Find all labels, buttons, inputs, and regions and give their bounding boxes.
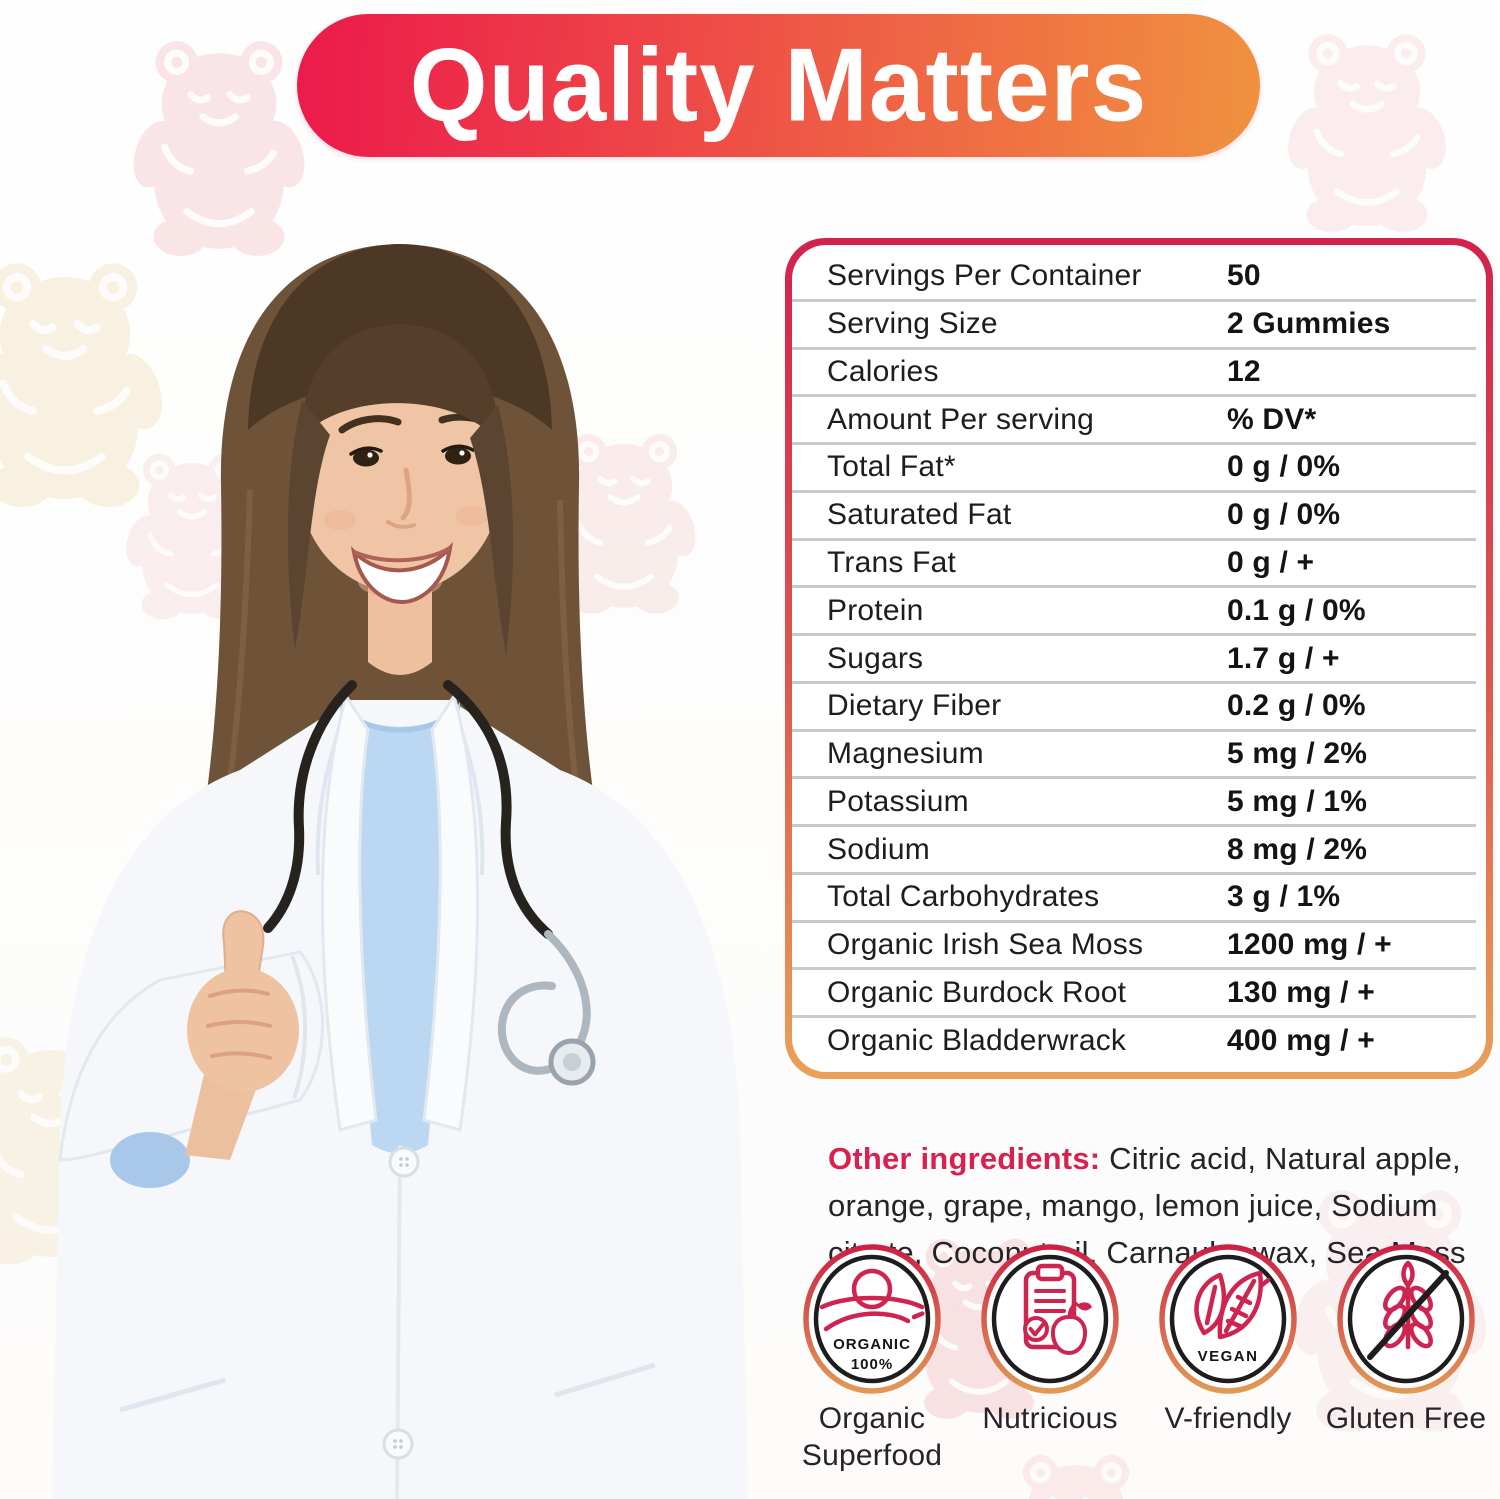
row-label: Amount Per serving: [827, 402, 1095, 436]
table-row: Trans Fat 0 g / +: [792, 541, 1476, 589]
row-value: 0.2 g / 0%: [1227, 689, 1366, 723]
table-row: Saturated Fat 0 g / 0%: [792, 493, 1476, 541]
other-ingredients-heading: Other ingredients:: [828, 1141, 1101, 1176]
row-label: Potassium: [827, 784, 969, 818]
row-label: Dietary Fiber: [827, 689, 1002, 723]
supplement-facts-rows: Servings Per Container 50 Serving Size 2 G…: [792, 245, 1486, 1072]
row-value: 0.1 g / 0%: [1227, 593, 1366, 627]
feature-badges: ORGANIC 100% Organic Superfood: [783, 1243, 1495, 1474]
row-value: 130 mg / +: [1227, 975, 1375, 1009]
table-row: Protein 0.1 g / 0%: [792, 588, 1476, 637]
gummy-bear-watermark: [1283, 22, 1451, 236]
row-value: 3 g / 1%: [1227, 880, 1341, 914]
table-row: Potassium 5 mg / 1%: [792, 779, 1476, 828]
row-value: 12: [1227, 354, 1261, 388]
clipboard-apple-icon: [981, 1244, 1119, 1394]
row-label: Saturated Fat: [827, 498, 1012, 532]
row-label: Sodium: [827, 832, 930, 866]
table-row: Magnesium 5 mg / 2%: [792, 732, 1476, 780]
table-row: Dietary Fiber 0.2 g / 0%: [792, 684, 1476, 732]
table-row: Organic Irish Sea Moss 1200 mg / +: [792, 923, 1476, 971]
row-value: 0 g / 0%: [1227, 450, 1341, 484]
row-value: 1200 mg / +: [1227, 928, 1392, 962]
gummy-bear-watermark: [128, 28, 310, 260]
organic-label-line2: 100%: [851, 1356, 893, 1373]
vegan-label: VEGAN: [1198, 1348, 1259, 1365]
row-value: 2 Gummies: [1227, 307, 1391, 341]
table-row: Serving Size 2 Gummies: [792, 302, 1476, 350]
table-row: Amount Per serving % DV*: [792, 397, 1476, 446]
row-value: 1.7 g / +: [1227, 641, 1340, 675]
row-value: 5 mg / 2%: [1227, 737, 1368, 771]
row-value: 0 g / 0%: [1227, 498, 1341, 532]
row-label: Total Fat*: [827, 450, 956, 484]
row-label: Trans Fat: [827, 545, 957, 579]
row-value: 0 g / +: [1227, 545, 1315, 579]
gluten-free-icon: [1337, 1244, 1475, 1394]
row-label: Organic Irish Sea Moss: [827, 928, 1144, 962]
doctor-photo: [52, 244, 748, 1499]
row-label: Serving Size: [827, 307, 998, 341]
table-row: Total Carbohydrates 3 g / 1%: [792, 875, 1476, 923]
badge-label: Nutricious: [982, 1402, 1118, 1435]
organic-label-line1: ORGANIC: [833, 1336, 911, 1353]
row-value: 50: [1227, 259, 1261, 293]
row-label: Organic Bladderwrack: [827, 1023, 1127, 1057]
organic-100-icon: ORGANIC 100%: [803, 1244, 941, 1394]
table-row: Sugars 1.7 g / +: [792, 636, 1476, 684]
row-value: % DV*: [1227, 402, 1317, 436]
row-label: Total Carbohydrates: [827, 880, 1100, 914]
row-label: Servings Per Container: [827, 259, 1142, 293]
page-title: Quality Matters: [409, 26, 1148, 144]
badge-gluten-free: Gluten Free: [1317, 1243, 1495, 1474]
coat-buttons: [382, 1146, 420, 1460]
row-label: Calories: [827, 354, 939, 388]
row-label: Organic Burdock Root: [827, 975, 1127, 1009]
row-value: 5 mg / 1%: [1227, 784, 1368, 818]
badge-label: Gluten Free: [1325, 1402, 1487, 1435]
badge-v-friendly: VEGAN V-friendly: [1139, 1243, 1317, 1474]
title-banner: Quality Matters: [297, 14, 1260, 157]
table-row: Organic Burdock Root 130 mg / +: [792, 970, 1476, 1019]
badge-nutricious: Nutricious: [961, 1243, 1139, 1474]
table-row: Organic Bladderwrack 400 mg / +: [792, 1018, 1476, 1063]
row-label: Sugars: [827, 641, 924, 675]
supplement-facts-table: Servings Per Container 50 Serving Size 2 G…: [785, 238, 1493, 1079]
row-label: Magnesium: [827, 737, 984, 771]
table-row: Total Fat* 0 g / 0%: [792, 445, 1476, 493]
badge-organic-superfood: ORGANIC 100% Organic Superfood: [783, 1243, 961, 1474]
table-row: Servings Per Container 50: [792, 254, 1476, 302]
row-label: Protein: [827, 593, 924, 627]
table-row: Sodium 8 mg / 2%: [792, 827, 1476, 875]
table-row: Calories 12: [792, 350, 1476, 398]
badge-label: Organic Superfood: [801, 1402, 943, 1472]
vegan-leaves-icon: VEGAN: [1159, 1244, 1297, 1394]
row-value: 400 mg / +: [1227, 1023, 1375, 1057]
badge-label: V-friendly: [1164, 1402, 1292, 1435]
row-value: 8 mg / 2%: [1227, 832, 1368, 866]
